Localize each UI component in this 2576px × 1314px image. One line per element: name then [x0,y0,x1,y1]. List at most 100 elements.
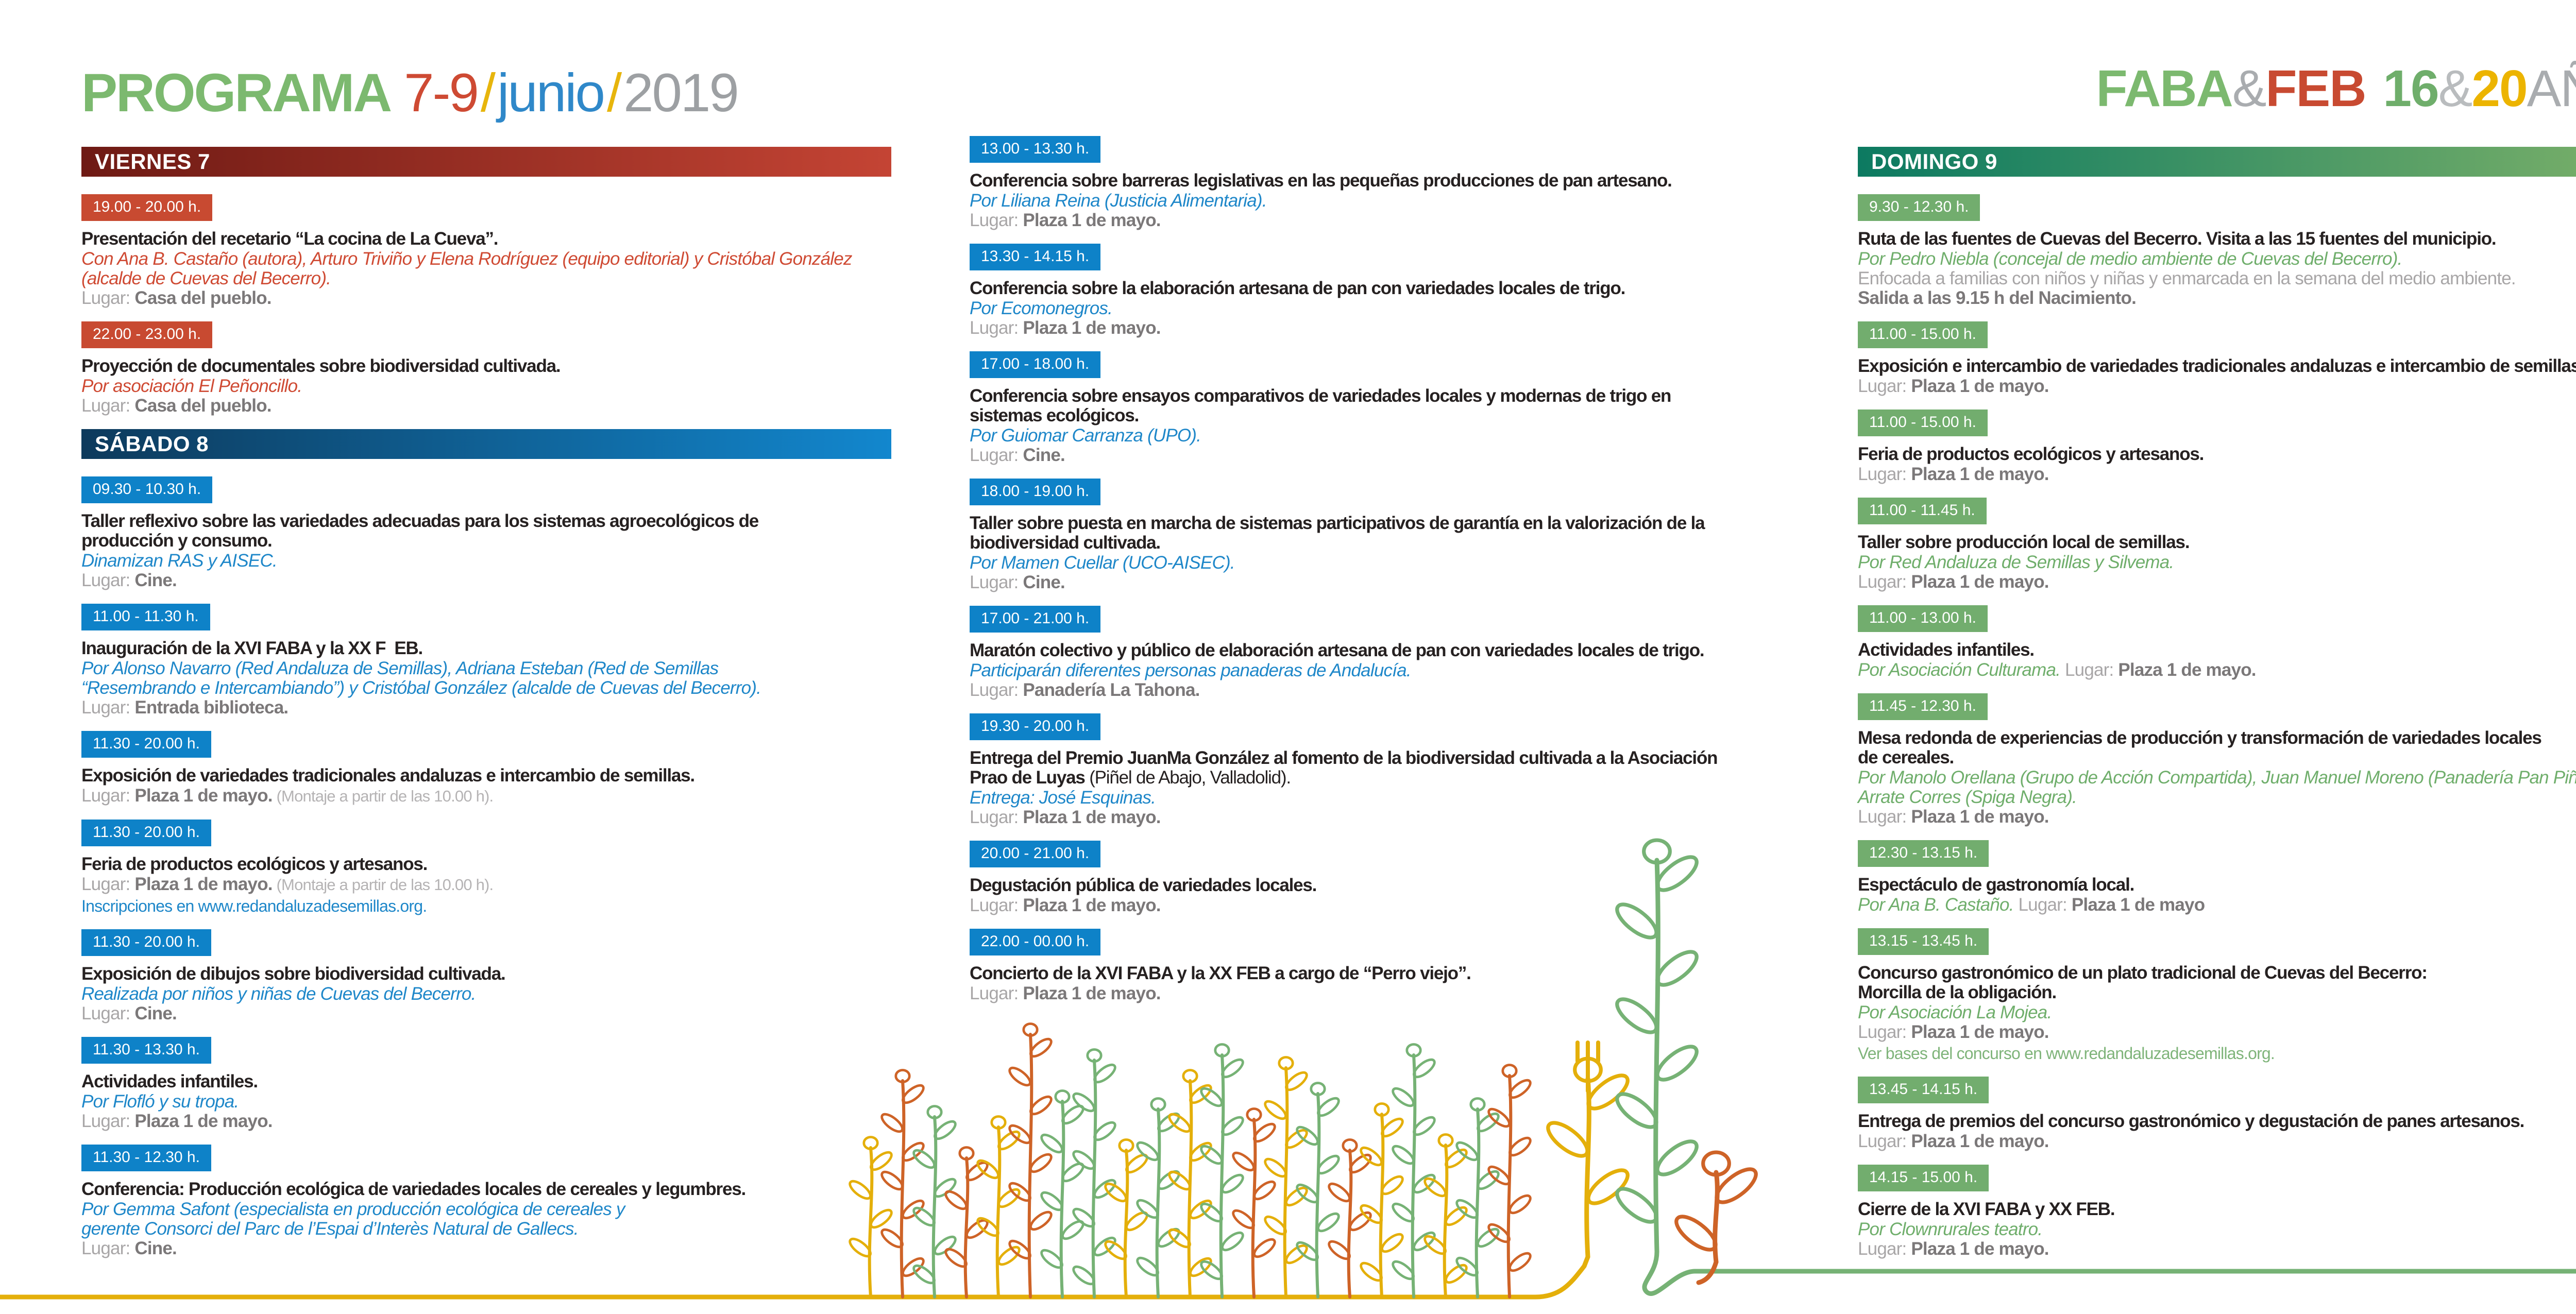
event-title: Proyección de documentales sobre biodive… [81,356,561,376]
event-location-line: Lugar: Plaza 1 de mayo. [1858,465,2576,484]
event-location-line: Lugar: Casa del pueblo. [81,288,891,308]
event-time: 09.30 - 10.30 h. [81,476,891,503]
event-title: Conferencia: Producción ecológica de var… [81,1179,746,1199]
event-time-badge: 11.00 - 11.45 h. [1858,498,1987,524]
event-card: 17.00 - 18.00 h. Conferencia sobre ensayo… [970,351,1791,465]
event-presenter: Participarán diferentes personas panader… [970,660,1412,680]
location-value: Cine. [1023,572,1065,592]
event-time-badge: 19.30 - 20.00 h. [970,713,1101,740]
location-value: Cine. [1023,445,1065,465]
location-label: Lugar: [81,1003,135,1023]
location-value: Plaza 1 de mayo. [1911,464,2049,484]
logo-ampersand: & [2232,60,2267,117]
event-location-line: Lugar: Plaza 1 de mayo. [1858,1132,2576,1151]
location-value: Plaza 1 de mayo. [1911,1022,2049,1042]
event-time: 11.30 - 20.00 h. [81,929,891,956]
event-card: 11.30 - 20.00 h. Exposición de dibujos so… [81,929,891,1023]
event-title: Presentación del recetario “La cocina de… [81,229,499,249]
event-time-badge: 20.00 - 21.00 h. [970,841,1101,867]
location-value: Plaza 1 de mayo. [1911,807,2049,827]
event-location-line: Lugar: Plaza 1 de mayo. [970,808,1791,827]
event-card: 13.45 - 14.15 h. Entrega de premios del c… [1858,1077,2576,1151]
event-card: 11.30 - 20.00 h. Exposición de variedades… [81,731,891,806]
event-title: Concurso gastronómico de un plato tradic… [1858,963,2428,1002]
event-url[interactable]: Inscripciones en www.redandaluzadesemill… [81,897,427,915]
location-label: Lugar: [81,1238,135,1258]
location-label: Lugar: [970,572,1023,592]
event-card: 11.00 - 15.00 h. Exposición e intercambio… [1858,321,2576,396]
location-value: Plaza 1 de mayo [2071,895,2205,915]
location-label: Lugar: [970,680,1023,700]
event-time: 11.30 - 13.30 h. [81,1037,891,1064]
event-location-line: Lugar: Plaza 1 de mayo. [1858,1022,2576,1042]
event-time: 19.00 - 20.00 h. [81,194,891,221]
location-label: Lugar: [81,288,135,308]
location-value: Plaza 1 de mayo. [134,1111,273,1131]
event-time-badge: 18.00 - 19.00 h. [970,479,1101,505]
location-value: Plaza 1 de mayo. [1911,376,2049,396]
location-value: Plaza 1 de mayo. [134,874,273,894]
location-label: Lugar: [2064,660,2119,680]
location-label: Lugar: [970,445,1023,465]
event-presenter: Por Clownrurales teatro. [1858,1219,2043,1239]
wheat-illustration [0,838,2576,1300]
event-title: Espectáculo de gastronomía local. [1858,875,2134,895]
location-value: Cine. [134,1003,177,1023]
event-location-line: Lugar: Plaza 1 de mayo. [970,984,1791,1003]
event-time: 11.00 - 11.45 h. [1858,498,2576,524]
column-friday-saturday: VIERNES 7 19.00 - 20.00 h. Presentación de… [81,147,891,1272]
event-title: Conferencia sobre ensayos comparativos d… [970,386,1671,425]
event-location-line: Lugar: Plaza 1 de mayo. (Montaje a parti… [81,875,891,895]
event-time-badge: 14.15 - 15.00 h. [1858,1165,1989,1191]
event-note: Enfocada a familias con niños y niñas y … [1858,268,2516,288]
event-time-badge: 11.30 - 20.00 h. [81,820,211,846]
event-time: 22.00 - 00.00 h. [970,929,1791,955]
event-time: 11.30 - 20.00 h. [81,820,891,846]
location-value: Plaza 1 de mayo. [1023,983,1161,1003]
event-presenter: Por Asociación La Mojea. [1858,1002,2052,1022]
event-title: Feria de productos ecológicos y artesano… [81,854,428,874]
event-presenter: Entrega: José Esquinas. [970,788,1156,808]
event-card: 11.30 - 13.30 h. Actividades infantiles. P… [81,1037,891,1131]
event-presenter: Por Asociación Culturama. [1858,660,2065,680]
event-location-line: Lugar: Plaza 1 de mayo. (Montaje a parti… [81,786,891,806]
event-location-line: Por Ana B. Castaño. Lugar: Plaza 1 de ma… [1858,895,2576,915]
location-label: Lugar: [970,807,1023,827]
event-departure-note: Salida a las 9.15 h del Nacimiento. [1858,288,2137,308]
location-value: Plaza 1 de mayo. [1911,1131,2049,1151]
event-card: 11.30 - 12.30 h. Conferencia: Producción … [81,1145,891,1258]
event-location-line: Lugar: Plaza 1 de mayo. [81,1112,891,1131]
event-title: Conferencia sobre la elaboración artesan… [970,278,1625,298]
event-time: 18.00 - 19.00 h. [970,479,1791,505]
location-label: Lugar: [81,396,135,416]
event-card: 18.00 - 19.00 h. Taller sobre puesta en m… [970,479,1791,592]
location-value: Entrada biblioteca. [134,697,289,718]
event-card: 11.00 - 13.00 h. Actividades infantiles. P… [1858,605,2576,680]
event-location-line: Lugar: Cine. [970,573,1791,592]
event-title: Exposición e intercambio de variedades t… [1858,356,2576,376]
event-card: 14.15 - 15.00 h. Cierre de la XVI FABA y … [1858,1165,2576,1259]
event-location-line: Lugar: Cine. [81,1239,891,1258]
event-time-badge: 11.30 - 12.30 h. [81,1145,211,1171]
event-presenter: Por Pedro Niebla (concejal de medio ambi… [1858,249,2402,269]
event-time-badge: 11.00 - 13.00 h. [1858,605,1988,632]
event-card: 20.00 - 21.00 h. Degustación pública de v… [970,841,1791,915]
event-card: 12.30 - 13.15 h. Espectáculo de gastronom… [1858,840,2576,915]
event-title: Maratón colectivo y público de elaboraci… [970,640,1705,660]
location-value: Cine. [134,1238,177,1258]
event-card: 13.15 - 13.45 h. Concurso gastronómico de… [1858,928,2576,1063]
event-location-line: Lugar: Cine. [970,446,1791,465]
event-card: 19.30 - 20.00 h. Entrega del Premio JuanM… [970,713,1791,827]
event-title: Exposición de variedades tradicionales a… [81,765,695,786]
event-url[interactable]: Ver bases del concurso en www.redandaluz… [1858,1044,2275,1063]
event-time-badge: 13.30 - 14.15 h. [970,244,1101,270]
event-presenter: Dinamizan RAS y AISEC. [81,551,278,571]
logo-20: 20 [2471,60,2528,117]
event-time: 13.15 - 13.45 h. [1858,928,2576,955]
event-time-badge: 11.30 - 20.00 h. [81,929,211,956]
location-label: Lugar: [1858,572,1911,592]
event-location-line: Lugar: Cine. [81,571,891,590]
location-label: Lugar: [81,786,135,806]
location-label: Lugar: [970,983,1023,1003]
location-note: (Montaje a partir de las 10.00 h). [272,787,494,805]
